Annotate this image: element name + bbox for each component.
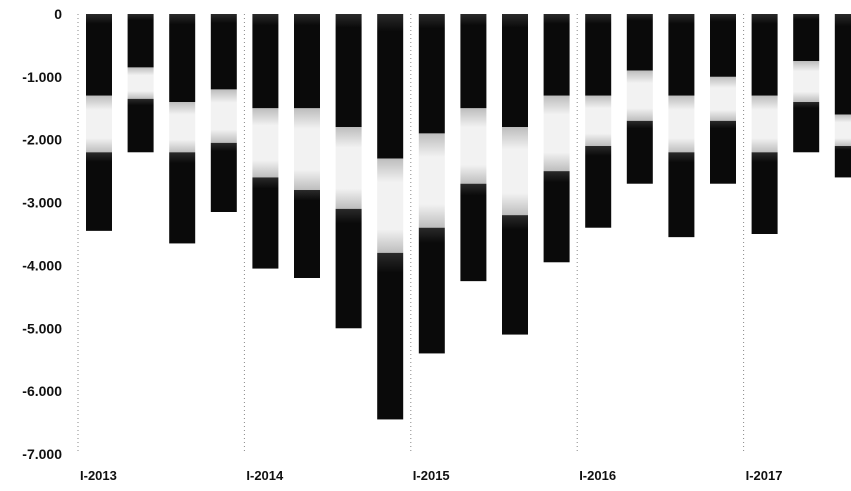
bar-segment-3 [834,146,851,178]
bar-segment-3 [710,120,736,184]
y-tick-label: -2.000 [22,132,62,148]
bar-segment-3 [751,152,778,234]
x-tick-label: I-2013 [80,468,117,483]
bar-segment-1 [294,14,320,109]
bar-segment-2 [668,95,695,153]
bar-segment-2 [294,108,320,190]
bar-segment-2 [169,102,196,153]
bar-segment-3 [252,177,279,269]
bar-segment-3 [418,227,445,354]
bar-segment-3 [585,146,612,228]
bar-segment-1 [751,14,778,96]
y-tick-label: 0 [54,6,62,22]
bar-segment-3 [668,152,695,238]
bar-segment-3 [502,215,528,335]
bar-segment-3 [127,98,154,153]
y-tick-label: -4.000 [22,257,62,273]
x-axis: I-2013 I-2014 I-2015 I-2016 I-2017 [80,468,782,483]
bar-segment-1 [252,14,279,109]
bar-segment-2 [86,95,112,153]
x-tick-label: I-2016 [579,468,616,483]
grid-lines [77,14,745,454]
bar-segment-2 [793,61,820,102]
x-tick-label: I-2017 [746,468,783,483]
bar-segment-2 [710,76,736,121]
bar-segment-2 [210,89,237,143]
bar-segment-1 [335,14,362,128]
bars [86,14,851,420]
bar-segment-1 [169,14,196,102]
y-axis: 0 -1.000 -2.000 -3.000 -4.000 -5.000 -6.000 -7.… [22,6,62,462]
bar-segment-3 [626,120,653,184]
bar-segment-1 [793,14,820,62]
bar-segment-3 [169,152,196,244]
bar-segment-3 [294,190,320,278]
bar-segment-1 [543,14,570,96]
bar-segment-1 [668,14,695,96]
bar-segment-2 [626,70,653,121]
bar-segment-3 [335,208,362,329]
bar-segment-1 [460,14,487,109]
bar-segment-1 [127,14,154,68]
bar-segment-1 [502,14,528,128]
bar-segment-2 [460,108,487,184]
bar-segment-1 [377,14,404,159]
bar-segment-2 [252,108,279,178]
bar-segment-3 [210,142,237,212]
bar-segment-2 [543,95,570,172]
bar-segment-1 [626,14,653,71]
bar-segment-2 [377,158,404,253]
y-tick-label: -5.000 [22,320,62,336]
y-tick-label: -6.000 [22,383,62,399]
x-tick-label: I-2014 [246,468,284,483]
x-tick-label: I-2015 [413,468,450,483]
bar-segment-2 [834,114,851,146]
bar-segment-3 [460,183,487,282]
bar-segment-3 [543,171,570,263]
y-tick-label: -7.000 [22,446,62,462]
y-tick-label: -3.000 [22,195,62,211]
bar-segment-2 [585,95,612,146]
bar-segment-2 [127,67,154,99]
bar-segment-1 [418,14,445,134]
bar-segment-1 [86,14,112,96]
bar-segment-3 [377,252,404,420]
bar-segment-3 [793,102,820,153]
bar-segment-1 [834,14,851,115]
bar-segment-2 [502,127,528,216]
bar-segment-3 [86,152,112,231]
bar-segment-2 [751,95,778,153]
bar-segment-2 [418,133,445,228]
y-tick-label: -1.000 [22,69,62,85]
bar-segment-2 [335,127,362,209]
bar-segment-1 [585,14,612,96]
bar-segment-1 [710,14,736,77]
bar-segment-1 [210,14,237,90]
